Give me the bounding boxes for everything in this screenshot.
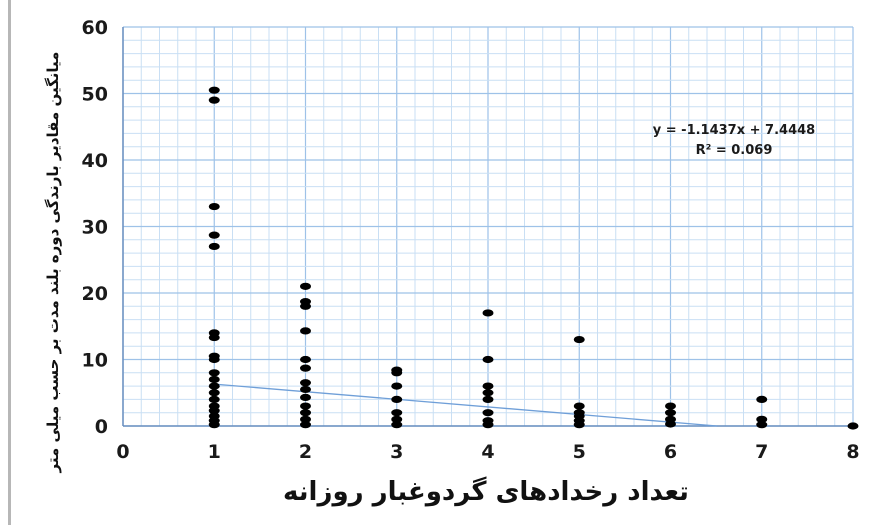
data-point (300, 385, 311, 394)
data-point (573, 402, 585, 410)
y-tick-labels: 0 10 20 30 40 50 60 (82, 17, 108, 438)
data-point (756, 415, 768, 423)
x-tick-label: 2 (299, 441, 312, 463)
data-point (391, 421, 403, 429)
data-point (482, 355, 494, 364)
y-tick-label: 10 (82, 350, 108, 372)
data-point (208, 369, 220, 377)
trendline (214, 383, 718, 427)
data-point (391, 382, 403, 390)
data-point (573, 409, 585, 417)
y-tick-label: 20 (82, 283, 108, 305)
x-tick-label: 5 (573, 441, 586, 463)
data-point (208, 375, 220, 384)
data-point (208, 389, 220, 397)
data-point (391, 415, 403, 423)
data-point (482, 389, 494, 397)
data-point (391, 395, 403, 403)
y-axis-title: میانگین مقادیر بارندگی دوره بلند مدت بر … (44, 52, 62, 474)
data-point (482, 309, 494, 317)
data-point (208, 329, 220, 337)
x-tick-label: 4 (481, 441, 494, 463)
data-point (300, 298, 311, 306)
data-point (208, 202, 220, 211)
x-tick-labels: 0 1 2 3 4 5 6 7 8 (116, 441, 859, 463)
data-point (847, 422, 859, 430)
data-point (208, 242, 220, 251)
x-tick-label: 6 (664, 441, 677, 463)
data-point (300, 327, 311, 335)
data-point (208, 231, 220, 239)
data-point (300, 402, 311, 410)
data-point (300, 415, 311, 423)
y-tick-label: 40 (82, 150, 108, 172)
trendline-layer (214, 383, 718, 427)
data-point (482, 417, 494, 425)
data-point (756, 421, 768, 429)
data-point (665, 415, 676, 423)
data-point (208, 352, 220, 360)
data-point (300, 393, 311, 402)
y-tick-label: 30 (82, 217, 108, 239)
data-point (208, 402, 220, 410)
data-points-layer (208, 86, 859, 430)
data-point (482, 395, 494, 403)
data-point (756, 395, 768, 403)
data-point (300, 364, 311, 372)
y-tick-label: 50 (82, 84, 108, 106)
data-point (573, 335, 585, 344)
data-point (208, 86, 220, 94)
grid-layer (122, 26, 854, 427)
data-point (300, 282, 311, 290)
trendline-r-squared: R² = 0.069 (696, 143, 773, 158)
data-point (300, 355, 311, 364)
x-tick-label: 1 (208, 441, 221, 463)
y-tick-label: 60 (82, 17, 108, 39)
x-tick-label: 3 (390, 441, 403, 463)
data-point (482, 382, 494, 390)
data-point (482, 409, 494, 417)
x-tick-label: 8 (846, 441, 859, 463)
data-point (300, 409, 311, 417)
data-point (391, 409, 403, 417)
x-tick-label: 0 (116, 441, 129, 463)
x-tick-label: 7 (755, 441, 768, 463)
data-point (208, 412, 220, 420)
data-point (300, 379, 311, 387)
y-tick-label: 0 (95, 416, 108, 438)
x-axis-title: تعداد رخدادهای گردوغبار روزانه (283, 476, 689, 507)
data-point (665, 402, 676, 410)
data-point (391, 366, 403, 374)
data-point (208, 395, 220, 403)
left-border-rule (8, 0, 11, 525)
data-point (665, 409, 676, 417)
data-point (300, 421, 311, 429)
data-point (208, 382, 220, 390)
trendline-equation: y = -1.1437x + 7.4448 (653, 123, 815, 138)
data-point (208, 96, 220, 104)
